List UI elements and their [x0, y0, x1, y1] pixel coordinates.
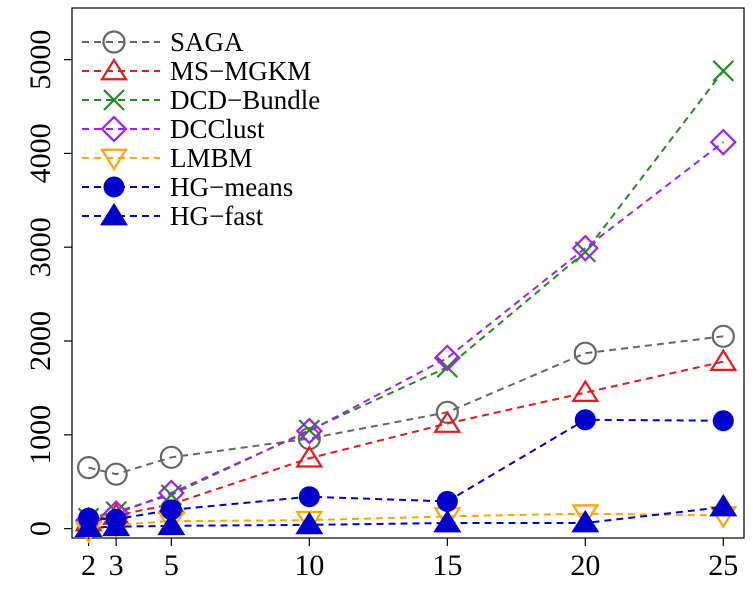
data-point: [436, 490, 458, 512]
y-tick-label: 1000: [24, 405, 57, 465]
data-point: [157, 512, 186, 536]
x-tick-label: 20: [570, 549, 600, 582]
data-point: [433, 410, 462, 433]
x-tick-label: 2: [81, 549, 96, 582]
data-point: [573, 341, 597, 365]
x-tick-label: 5: [164, 549, 179, 582]
y-tick-label: 0: [24, 521, 57, 536]
marker-stroke: [103, 89, 125, 111]
legend-marker: [103, 176, 125, 198]
y-tick-label: 4000: [24, 123, 57, 183]
legend-marker: [102, 30, 126, 54]
y-tick-label: 2000: [24, 311, 57, 371]
data-point: [709, 493, 738, 517]
legend-item: DCD−Bundle: [82, 85, 320, 115]
legend-marker: [100, 202, 128, 226]
legend-marker: [100, 115, 128, 143]
series-0: [76, 324, 735, 486]
data-point: [298, 486, 320, 508]
data-point: [74, 514, 103, 538]
series-line: [88, 360, 724, 524]
data-point: [433, 509, 462, 533]
data-point: [712, 60, 735, 82]
legend-label: MS−MGKM: [170, 56, 311, 86]
marker-stroke: [574, 241, 597, 263]
legend-marker: [103, 89, 125, 111]
legend-marker: [100, 148, 128, 172]
data-point: [76, 456, 101, 480]
data-point: [102, 513, 131, 537]
legend-label: DCD−Bundle: [170, 85, 320, 115]
data-point: [571, 509, 600, 533]
legend-item: LMBM: [82, 143, 253, 173]
data-point: [295, 511, 324, 535]
legend: SAGAMS−MGKMDCD−BundleDCClustLMBMHG−means…: [82, 27, 320, 231]
data-point: [571, 234, 599, 262]
series-line: [88, 335, 724, 476]
data-point: [712, 410, 734, 432]
data-point: [295, 417, 323, 445]
data-point: [574, 409, 596, 431]
series-line: [88, 512, 724, 532]
data-point: [436, 356, 459, 379]
data-point: [104, 462, 128, 486]
data-point: [159, 445, 183, 469]
data-point: [709, 128, 737, 156]
data-point: [571, 504, 600, 527]
series-layer: [74, 60, 738, 544]
data-point: [571, 379, 600, 402]
legend-item: DCClust: [82, 114, 265, 144]
y-axis: 0 1000 2000 3000 4000 5000: [24, 30, 72, 536]
y-tick-label: 3000: [24, 217, 57, 277]
x-tick-label: 15: [432, 549, 462, 582]
legend-item: HG−means: [82, 172, 293, 202]
marker-stroke: [436, 356, 459, 379]
data-point: [433, 344, 461, 372]
data-point: [574, 241, 597, 263]
y-tick-label: 5000: [24, 30, 57, 90]
x-tick-label: 3: [109, 549, 124, 582]
legend-label: LMBM: [170, 143, 253, 173]
x-axis: 2 3 5 10 15 20 25: [81, 538, 738, 582]
series-5: [78, 409, 734, 530]
legend-item: SAGA: [82, 27, 244, 57]
x-tick-label: 10: [294, 549, 324, 582]
legend-marker: [100, 57, 128, 81]
series-6: [74, 493, 738, 538]
legend-label: DCClust: [170, 114, 265, 144]
data-point: [709, 348, 738, 371]
data-point: [295, 445, 324, 468]
legend-item: HG−fast: [82, 201, 264, 231]
legend-item: MS−MGKM: [82, 56, 311, 86]
plot-frame: [71, 7, 745, 539]
marker-stroke: [712, 60, 735, 82]
data-point: [711, 324, 735, 348]
legend-label: HG−means: [170, 172, 293, 202]
x-tick-label: 25: [708, 549, 738, 582]
legend-label: SAGA: [170, 27, 244, 57]
legend-label: HG−fast: [170, 201, 264, 231]
